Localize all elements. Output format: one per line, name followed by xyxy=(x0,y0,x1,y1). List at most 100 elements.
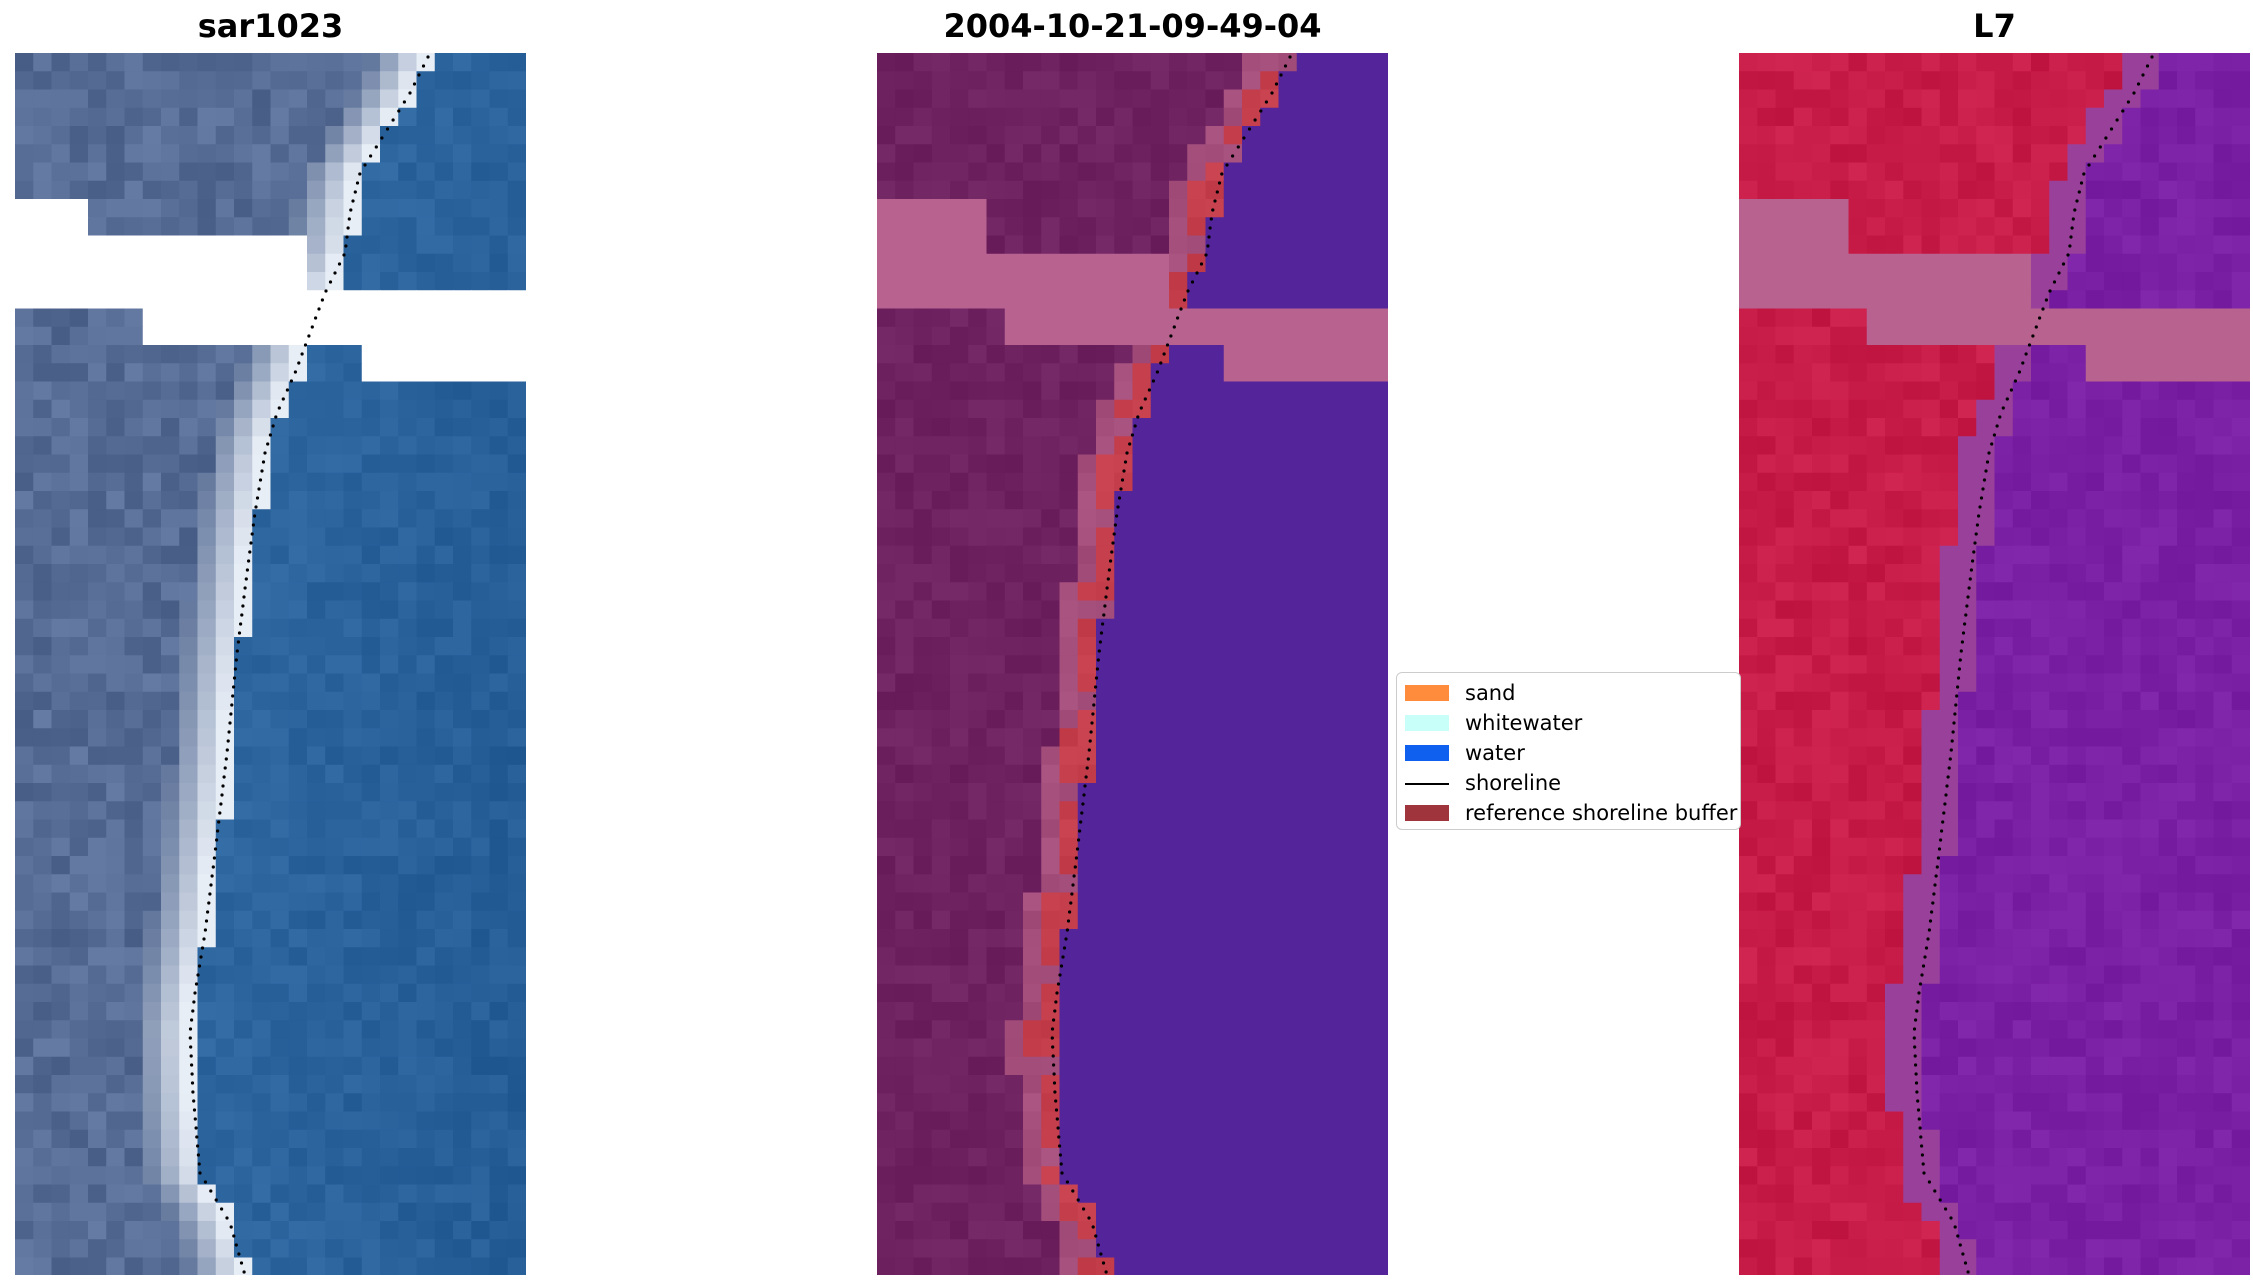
pixel xyxy=(1296,235,1316,255)
pixel xyxy=(142,253,162,273)
pixel xyxy=(234,710,253,729)
pixel xyxy=(1260,910,1280,930)
shoreline-point xyxy=(1093,694,1097,698)
pixel xyxy=(1885,107,1904,127)
pixel xyxy=(2122,363,2142,383)
pixel xyxy=(252,436,272,456)
pixel xyxy=(1187,929,1207,948)
pixel xyxy=(398,308,418,328)
pixel xyxy=(877,582,896,602)
pixel xyxy=(895,1002,915,1021)
pixel xyxy=(968,53,988,72)
pixel xyxy=(197,399,217,419)
pixel xyxy=(1351,308,1371,328)
pixel xyxy=(2177,89,2196,109)
pixel xyxy=(51,746,71,766)
pixel xyxy=(895,326,915,346)
pixel xyxy=(1296,308,1316,328)
pixel xyxy=(968,1202,988,1222)
pixel xyxy=(1260,1020,1280,1040)
pixel xyxy=(895,1221,915,1240)
pixel xyxy=(1351,600,1371,620)
pixel xyxy=(1351,199,1371,218)
pixel xyxy=(2031,564,2050,583)
pixel xyxy=(1114,819,1134,839)
pixel xyxy=(361,783,381,802)
pixel xyxy=(1096,983,1115,1003)
shoreline-point xyxy=(244,577,248,581)
pixel xyxy=(1958,199,1977,218)
pixel xyxy=(1096,1129,1115,1149)
pixel xyxy=(507,929,526,948)
pixel xyxy=(215,1020,235,1040)
pixel xyxy=(1296,345,1316,364)
pixel xyxy=(507,345,526,364)
pixel xyxy=(1958,162,1977,182)
pixel xyxy=(1169,582,1188,602)
pixel xyxy=(142,783,162,802)
pixel xyxy=(1187,235,1207,255)
pixel xyxy=(1793,673,1813,693)
pixel xyxy=(1830,89,1850,109)
shoreline-point xyxy=(193,991,197,995)
pixel xyxy=(416,527,436,547)
pixel xyxy=(434,564,454,583)
pixel xyxy=(288,1184,308,1204)
pixel xyxy=(471,527,491,547)
pixel xyxy=(51,180,71,200)
pixel xyxy=(1903,326,1923,346)
pixel xyxy=(288,710,308,729)
pixel xyxy=(2158,600,2178,620)
pixel xyxy=(877,107,896,127)
pixel xyxy=(1114,929,1134,948)
pixel xyxy=(270,856,290,875)
pixel xyxy=(51,1056,71,1076)
pixel xyxy=(1885,637,1904,656)
pixel xyxy=(1223,947,1243,967)
pixel xyxy=(1132,582,1152,602)
pixel xyxy=(1885,290,1904,310)
pixel xyxy=(361,983,381,1003)
pixel xyxy=(1278,1148,1298,1167)
pixel xyxy=(1059,253,1079,273)
pixel xyxy=(1169,564,1188,583)
pixel xyxy=(489,618,509,638)
pixel xyxy=(1939,381,1959,401)
pixel xyxy=(215,856,235,875)
pixel xyxy=(2213,235,2233,255)
pixel xyxy=(307,582,326,602)
pixel xyxy=(877,892,896,912)
pixel xyxy=(1333,1166,1353,1186)
pixel xyxy=(1242,929,1261,948)
pixel xyxy=(1921,600,1941,620)
pixel xyxy=(895,728,915,748)
pixel xyxy=(877,691,896,711)
pixel xyxy=(507,399,526,419)
pixel xyxy=(343,783,363,802)
pixel xyxy=(234,856,253,875)
pixel xyxy=(507,290,526,310)
pixel xyxy=(1351,783,1371,802)
pixel xyxy=(124,691,144,711)
pixel xyxy=(507,162,526,182)
pixel xyxy=(1921,107,1941,127)
pixel xyxy=(471,600,491,620)
pixel xyxy=(161,892,180,912)
pixel xyxy=(453,1111,472,1131)
pixel xyxy=(489,564,509,583)
pixel xyxy=(343,1093,363,1113)
pixel xyxy=(2195,345,2215,364)
pixel xyxy=(2213,107,2233,127)
pixel xyxy=(931,199,951,218)
pixel xyxy=(2012,162,2032,182)
pixel xyxy=(33,564,53,583)
pixel xyxy=(1739,381,1758,401)
pixel xyxy=(197,983,217,1003)
pixel xyxy=(931,89,951,109)
pixel xyxy=(1885,600,1904,620)
pixel xyxy=(1242,783,1261,802)
pixel xyxy=(88,1148,107,1167)
pixel xyxy=(931,472,951,492)
pixel xyxy=(471,947,491,967)
pixel xyxy=(1351,1239,1371,1259)
